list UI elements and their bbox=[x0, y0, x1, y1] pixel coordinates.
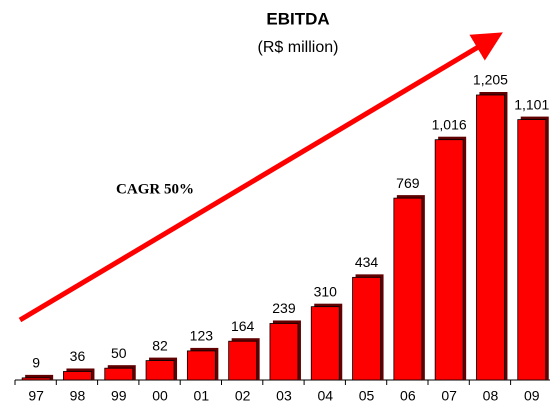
x-tick-label: 00 bbox=[152, 388, 168, 404]
bar bbox=[352, 276, 381, 381]
value-label: 769 bbox=[396, 175, 420, 191]
value-label: 123 bbox=[190, 328, 214, 344]
x-tick-label: 98 bbox=[70, 388, 86, 404]
x-tick-label: 97 bbox=[28, 388, 44, 404]
value-label: 36 bbox=[70, 348, 86, 364]
x-tick-label: 05 bbox=[359, 388, 375, 404]
value-label: 1,205 bbox=[473, 72, 508, 88]
bar bbox=[63, 371, 92, 381]
bar bbox=[310, 306, 340, 381]
chart-title: EBITDA bbox=[266, 9, 329, 28]
bar bbox=[517, 119, 547, 381]
x-tick-label: 04 bbox=[317, 388, 333, 404]
growth-arrow bbox=[18, 32, 503, 323]
value-label: 164 bbox=[231, 318, 255, 334]
bar bbox=[269, 323, 299, 381]
x-tick-label: 07 bbox=[441, 388, 457, 404]
annotation: CAGR 50% bbox=[116, 181, 194, 197]
bar bbox=[21, 377, 51, 381]
value-label: 82 bbox=[152, 337, 168, 353]
bar bbox=[228, 340, 258, 381]
value-label: 1,101 bbox=[514, 96, 549, 112]
bar bbox=[104, 367, 134, 381]
value-label: 1,016 bbox=[432, 116, 467, 132]
x-tick-label: 01 bbox=[194, 388, 210, 404]
x-tick-label: 08 bbox=[483, 388, 499, 404]
x-tick-label: 09 bbox=[524, 388, 540, 404]
x-tick-label: 06 bbox=[400, 388, 416, 404]
chart-subtitle: (R$ million) bbox=[258, 39, 339, 56]
x-tick-label: 99 bbox=[111, 388, 127, 404]
x-tick-label: 02 bbox=[235, 388, 251, 404]
bar bbox=[476, 94, 505, 381]
bar bbox=[393, 197, 423, 381]
value-label: 239 bbox=[272, 300, 296, 316]
value-label: 434 bbox=[355, 254, 379, 270]
value-label: 50 bbox=[111, 345, 127, 361]
value-label: 310 bbox=[314, 283, 338, 299]
bar bbox=[186, 350, 216, 381]
x-tick-label: 03 bbox=[276, 388, 292, 404]
bar-shadow bbox=[25, 374, 54, 380]
bar bbox=[434, 139, 464, 381]
bar bbox=[145, 360, 175, 381]
value-label: 9 bbox=[32, 355, 40, 371]
